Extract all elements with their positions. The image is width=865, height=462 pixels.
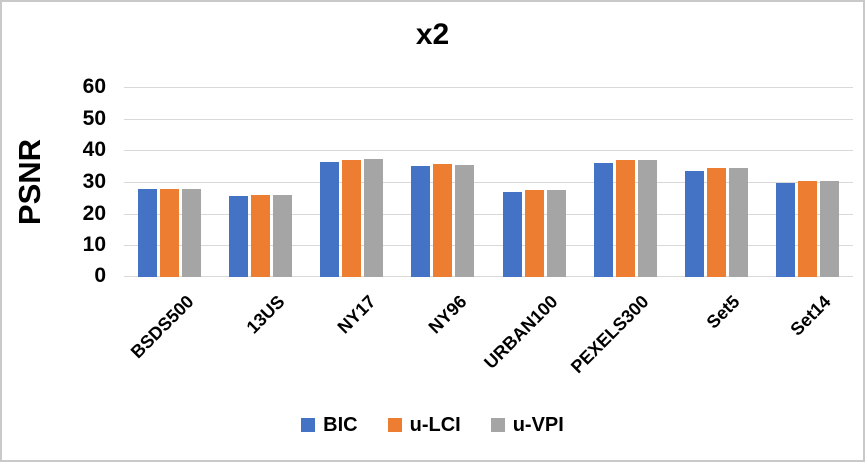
bar-u-VPI-BSDS500 (182, 188, 202, 277)
bar-u-VPI-NY96 (455, 164, 475, 277)
bar-BIC-13US (229, 195, 249, 277)
y-tick-label-60: 60 (82, 75, 106, 98)
bar-BIC-BSDS500 (138, 189, 158, 277)
bar-group-NY96 (397, 87, 488, 277)
bar-BIC-Set5 (684, 170, 704, 277)
y-tick-label-50: 50 (82, 107, 106, 130)
bar-u-VPI-PEXELS300 (637, 160, 657, 277)
bar-u-VPI-Set5 (728, 168, 748, 277)
y-tick-label-20: 20 (82, 202, 106, 225)
bar-BIC-NY17 (320, 161, 340, 277)
gridline-y-40 (124, 150, 853, 151)
bar-group-PEXELS300 (580, 87, 671, 277)
legend-label-u-VPI: u-VPI (512, 413, 564, 436)
legend-item-u-VPI: u-VPI (490, 413, 564, 437)
chart-title: x2 (415, 18, 450, 51)
bars-container (124, 87, 853, 277)
bar-group-Set5 (671, 87, 762, 277)
bar-BIC-URBAN100 (502, 191, 522, 277)
legend: BIC u-LCI u-VPI (2, 410, 863, 440)
bar-BIC-Set14 (775, 182, 795, 277)
y-tick-label-10: 10 (82, 233, 106, 256)
bar-group-13US (215, 87, 306, 277)
y-tick-label-40: 40 (82, 138, 106, 161)
bar-BIC-NY96 (411, 165, 431, 277)
legend-item-u-LCI: u-LCI (387, 413, 461, 437)
gridline-y-60 (124, 87, 853, 88)
bar-group-URBAN100 (489, 87, 580, 277)
bar-u-LCI-PEXELS300 (615, 160, 635, 277)
gridline-y-0 (124, 276, 853, 277)
bar-BIC-PEXELS300 (593, 162, 613, 277)
legend-label-BIC: BIC (323, 413, 358, 436)
bar-u-VPI-NY17 (364, 159, 384, 277)
gridline-y-50 (124, 119, 853, 120)
bar-u-LCI-13US (251, 194, 271, 277)
gridline-y-20 (124, 214, 853, 215)
bar-group-NY17 (306, 87, 397, 277)
legend-item-BIC: BIC (301, 413, 358, 437)
bar-u-LCI-URBAN100 (524, 189, 544, 277)
bar-u-LCI-NY17 (342, 159, 362, 277)
bar-u-LCI-Set5 (706, 168, 726, 277)
bar-group-Set14 (762, 87, 853, 277)
bar-u-VPI-Set14 (819, 181, 839, 277)
bar-u-LCI-NY96 (433, 164, 453, 277)
bar-u-LCI-Set14 (797, 181, 817, 277)
plot-area (124, 87, 853, 277)
legend-label-u-LCI: u-LCI (409, 413, 461, 436)
gridline-y-30 (124, 182, 853, 183)
y-tick-label-0: 0 (94, 264, 106, 287)
legend-swatch-u-VPI (490, 418, 505, 432)
legend-swatch-u-LCI (387, 418, 402, 432)
legend-swatch-BIC (301, 418, 316, 432)
bar-u-VPI-URBAN100 (546, 189, 566, 277)
gridline-y-10 (124, 245, 853, 246)
y-tick-label-30: 30 (82, 170, 106, 193)
bar-u-VPI-13US (273, 194, 293, 277)
bar-u-LCI-BSDS500 (160, 188, 180, 277)
bar-group-BSDS500 (124, 87, 215, 277)
